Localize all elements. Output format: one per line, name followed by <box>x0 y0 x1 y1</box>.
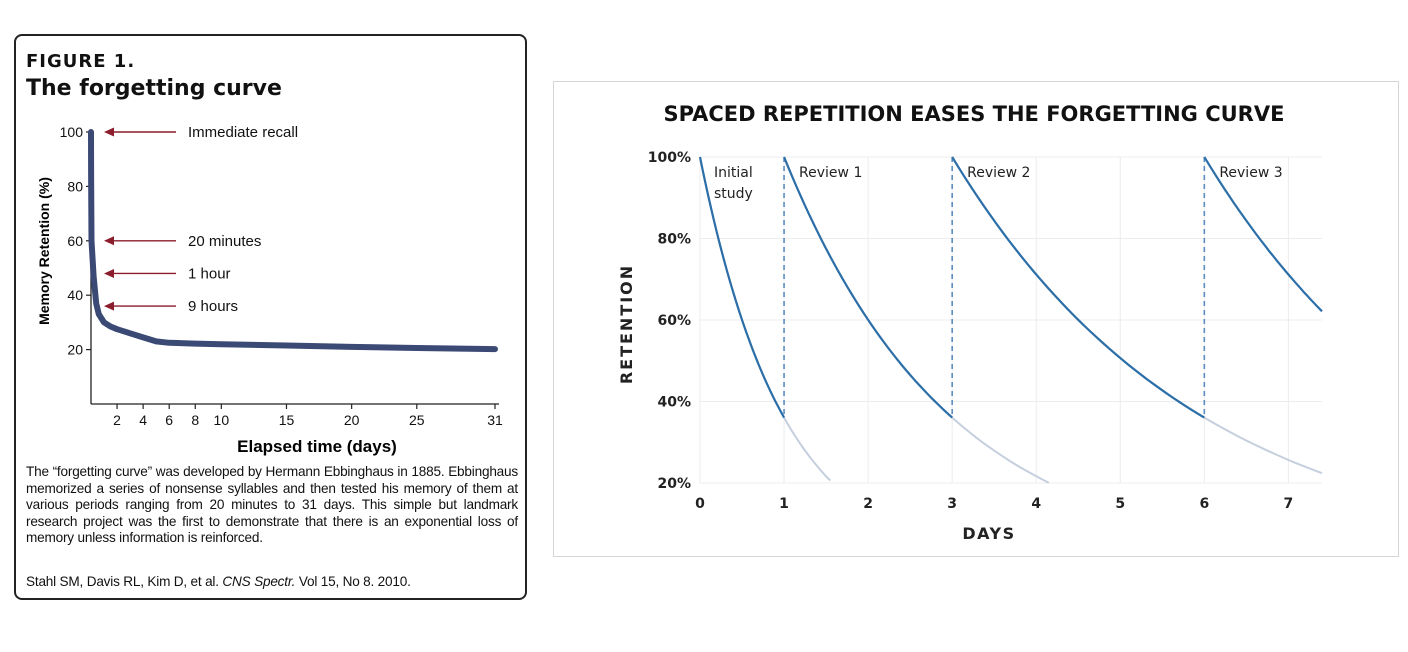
arrow-head-icon <box>104 236 114 246</box>
x-tick-label: 25 <box>409 412 425 428</box>
y-tick-label: 80% <box>657 232 691 248</box>
retention-curve <box>1203 156 1323 313</box>
y-axis-label: Memory Retention (%) <box>36 177 52 325</box>
citation-authors: Stahl SM, Davis RL, Kim D, et al. <box>26 574 219 589</box>
x-tick-label: 3 <box>947 496 957 512</box>
x-tick-label: 15 <box>279 412 295 428</box>
figure-caption: The “forgetting curve” was developed by … <box>26 464 518 546</box>
y-axis-label: RETENTION <box>617 264 636 384</box>
faded-decay-curve <box>951 156 1323 475</box>
forgetting-curve-chart: 20 40 60 80 100 2 4 6 8 10 15 20 25 31 Immediate reca… <box>36 124 503 456</box>
y-tick-label: 100 <box>60 124 84 140</box>
x-tick-label: 6 <box>165 412 173 428</box>
citation-details: Vol 15, No 8. 2010. <box>298 574 411 589</box>
x-tick-label: 10 <box>214 412 230 428</box>
y-tick-label: 60% <box>657 313 691 329</box>
review-label: Review 1 <box>799 165 862 181</box>
citation-journal: CNS Spectr. <box>222 574 296 589</box>
spaced-repetition-figure: SPACED REPETITION EASES THE FORGETTING C… <box>553 81 1399 557</box>
figure-citation: Stahl SM, Davis RL, Kim D, et al. CNS Sp… <box>26 574 411 589</box>
forgetting-curve-line <box>88 129 498 353</box>
y-tick-label: 40% <box>657 395 691 411</box>
x-tick-label: 5 <box>1115 496 1125 512</box>
y-tick-label: 80 <box>67 178 83 194</box>
y-tick-label: 20% <box>657 476 691 492</box>
x-axis-label: Elapsed time (days) <box>237 437 397 456</box>
x-tick-label: 2 <box>863 496 873 512</box>
chart-title: SPACED REPETITION EASES THE FORGETTING C… <box>664 102 1285 126</box>
x-tick-label: 4 <box>139 412 147 428</box>
label-initial-study-line1: Initial <box>714 165 753 181</box>
x-axis-label: DAYS <box>962 524 1015 543</box>
figure-label: FIGURE 1. <box>26 51 136 72</box>
annotation-label: 1 hour <box>188 265 231 282</box>
faded-decay-curve <box>699 156 832 482</box>
y-tick-label: 100% <box>648 150 691 166</box>
x-tick-label: 4 <box>1031 496 1041 512</box>
arrow-head-icon <box>104 268 114 278</box>
retention-curve <box>783 156 953 419</box>
y-tick-label: 20 <box>67 342 83 358</box>
spaced-repetition-chart: SPACED REPETITION EASES THE FORGETTING C… <box>617 102 1323 543</box>
annotation-label: Immediate recall <box>188 124 298 141</box>
x-tick-label: 31 <box>487 412 503 428</box>
y-tick-label: 40 <box>67 287 83 303</box>
arrow-head-icon <box>104 127 114 137</box>
review-label: Review 2 <box>967 165 1030 181</box>
retention-curve <box>698 156 786 419</box>
x-tick-label: 6 <box>1199 496 1209 512</box>
retention-curve <box>951 156 1205 419</box>
annotation-label: 20 minutes <box>188 233 261 250</box>
figure-title: The forgetting curve <box>26 76 282 101</box>
x-tick-label: 0 <box>695 496 705 512</box>
x-tick-label: 20 <box>344 412 360 428</box>
forgetting-curve-figure: FIGURE 1. The forgetting curve 20 40 60 80 1… <box>14 34 527 600</box>
x-tick-label: 1 <box>779 496 789 512</box>
y-tick-label: 60 <box>67 233 83 249</box>
annotation-label: 9 hours <box>188 298 238 315</box>
label-initial-study-line2: study <box>714 186 753 202</box>
x-tick-label: 8 <box>191 412 199 428</box>
x-tick-label: 2 <box>113 412 121 428</box>
review-label: Review 3 <box>1219 165 1282 181</box>
x-tick-label: 7 <box>1284 496 1294 512</box>
arrow-head-icon <box>104 301 114 311</box>
